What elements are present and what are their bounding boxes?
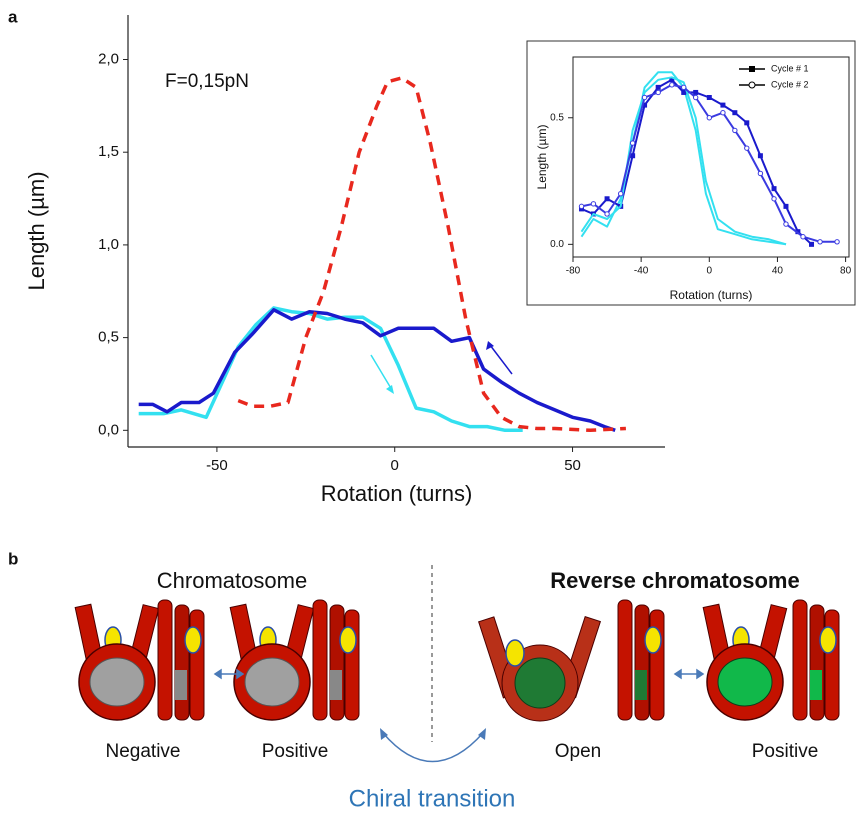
point — [669, 82, 675, 88]
point — [817, 239, 823, 245]
x-tick-label: 0 — [391, 457, 399, 474]
panel-label: b — [8, 549, 18, 568]
point — [720, 102, 726, 108]
point — [590, 201, 597, 207]
point — [604, 196, 610, 202]
point — [655, 84, 661, 90]
y-tick-label: 0.0 — [550, 239, 564, 250]
point — [771, 186, 777, 192]
point — [578, 203, 585, 210]
double-arrow — [213, 668, 705, 680]
chromatosome-side — [157, 599, 205, 721]
y-tick-label: 0,0 — [98, 421, 119, 438]
point — [783, 203, 789, 209]
point — [744, 145, 750, 151]
transition-arc — [382, 732, 484, 763]
point — [681, 89, 687, 95]
point — [834, 239, 840, 245]
point — [618, 191, 624, 197]
point — [771, 196, 777, 202]
chromatosome-front — [74, 603, 160, 721]
arrow-head — [380, 728, 388, 740]
panel-label: a — [8, 7, 18, 26]
arrow — [370, 354, 393, 391]
point — [706, 95, 712, 101]
x-axis-label: Rotation (turns) — [670, 288, 753, 302]
series-line — [580, 76, 787, 246]
y-tick-label: 0,5 — [98, 329, 119, 346]
point — [732, 127, 738, 134]
point — [641, 94, 648, 101]
point — [757, 153, 763, 159]
point — [809, 241, 815, 247]
y-tick-label: 2,0 — [98, 50, 119, 67]
legend-label: Cycle # 1 — [771, 63, 809, 73]
state-label: Open — [555, 741, 601, 762]
point — [629, 140, 636, 146]
point — [744, 120, 750, 126]
transition-label: Chiral transition — [349, 785, 516, 812]
main-chart: 0,0 0,5 1,0 1,5 2,0 -50 0 50 Rotation (turns) Len… — [24, 15, 665, 506]
diagram-title: Reverse chromatosome — [550, 568, 799, 593]
x-tick-label: 40 — [772, 266, 784, 277]
state-label: Negative — [106, 741, 181, 762]
point — [783, 221, 789, 227]
y-axis-label: Length (µm) — [24, 171, 49, 290]
open-side — [617, 599, 665, 721]
reverse-front — [702, 603, 788, 721]
chromatosome-side — [312, 599, 360, 721]
point — [800, 234, 806, 240]
y-axis-label: Length (µm) — [535, 125, 549, 190]
plot-frame — [572, 56, 850, 258]
arrow-head — [386, 385, 394, 394]
y-tick-label: 1,5 — [98, 143, 119, 160]
x-tick-label: -80 — [566, 266, 581, 277]
inset-box — [526, 40, 856, 306]
series-line — [581, 83, 838, 243]
annotation: F=0,15pN — [165, 71, 249, 92]
point — [604, 211, 610, 217]
series-line — [237, 76, 626, 433]
arrow — [489, 344, 513, 375]
series-line — [138, 308, 616, 432]
point — [706, 115, 712, 121]
point — [757, 170, 764, 177]
reverse-side — [792, 599, 840, 721]
x-tick-label: 80 — [840, 266, 852, 277]
series-line — [138, 306, 523, 433]
point — [693, 89, 699, 95]
diagram-title: Chromatosome — [157, 568, 307, 593]
x-tick-label: -40 — [634, 266, 649, 277]
y-tick-label: 1,0 — [98, 236, 119, 253]
point — [720, 109, 726, 116]
chromatosome-front — [229, 603, 315, 721]
arrow-head — [478, 728, 486, 740]
y-tick-label: 0.5 — [550, 112, 564, 123]
x-axis-label: Rotation (turns) — [321, 481, 473, 506]
x-tick-label: 0 — [707, 266, 713, 277]
arrow-head — [486, 341, 494, 350]
legend-marker — [748, 81, 756, 89]
point — [681, 84, 687, 91]
x-tick-label: -50 — [206, 457, 228, 474]
point — [630, 153, 636, 159]
state-label: Positive — [752, 741, 819, 762]
legend-marker — [749, 66, 755, 72]
state-label: Positive — [262, 741, 329, 762]
x-tick-label: 50 — [564, 457, 581, 474]
point — [692, 94, 699, 101]
inset-chart: 0.0 0.5 -80 -40 0 40 80 Rotation (turns) Length … — [535, 56, 852, 302]
open-front — [478, 615, 602, 722]
point — [655, 89, 661, 96]
point — [732, 110, 738, 116]
legend-label: Cycle # 2 — [771, 79, 809, 89]
